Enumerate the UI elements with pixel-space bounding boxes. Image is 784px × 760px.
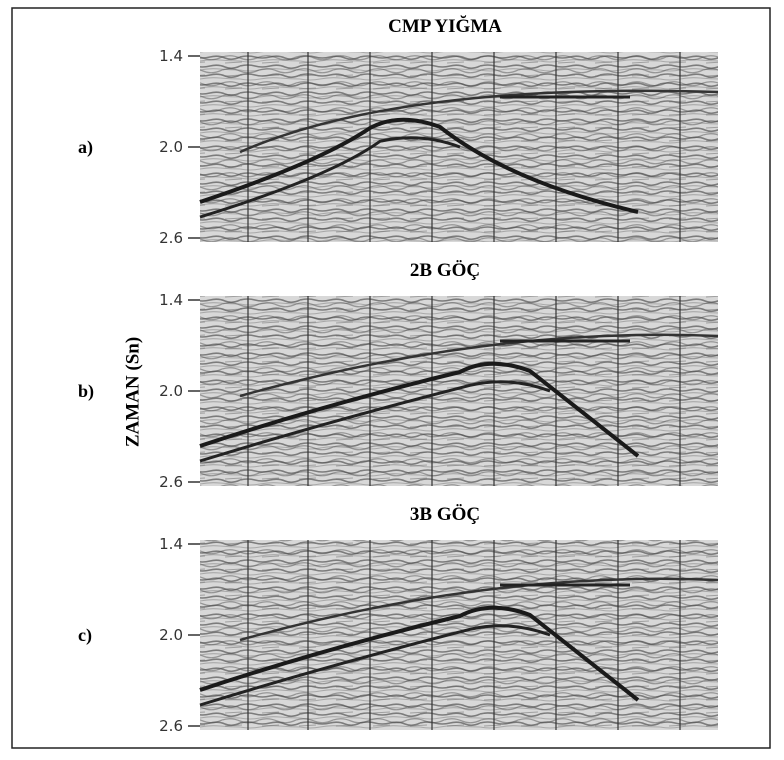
reflector: [239, 577, 719, 642]
y-tick-label: 2.6: [159, 473, 183, 491]
reflector: [239, 333, 719, 398]
reflector: [199, 361, 640, 458]
y-tick-label: 1.4: [159, 535, 183, 553]
reflector: [199, 624, 551, 707]
reflector: [199, 605, 640, 702]
panel-label: b): [78, 381, 94, 402]
panel-label: c): [78, 625, 92, 646]
panel-title: 3B GÖÇ: [410, 504, 480, 525]
y-tick-label: 2.0: [159, 382, 183, 400]
seismic-texture: [200, 540, 718, 730]
y-tick-label: 1.4: [159, 291, 183, 309]
y-tick-label: 2.0: [159, 138, 183, 156]
reflector: [199, 117, 639, 214]
reflector: [239, 89, 719, 154]
y-tick-label: 2.0: [159, 626, 183, 644]
y-tick-label: 1.4: [159, 47, 183, 65]
y-tick-label: 2.6: [159, 717, 183, 735]
seismic-texture: [200, 296, 718, 486]
y-tick-label: 2.6: [159, 229, 183, 247]
y-axis-label: ZAMAN (Sn): [122, 337, 143, 447]
reflector: [199, 136, 461, 219]
reflector: [199, 380, 551, 463]
panel-title: CMP YIĞMA: [388, 15, 502, 37]
panel-label: a): [78, 137, 93, 158]
panel-title: 2B GÖÇ: [410, 260, 480, 281]
